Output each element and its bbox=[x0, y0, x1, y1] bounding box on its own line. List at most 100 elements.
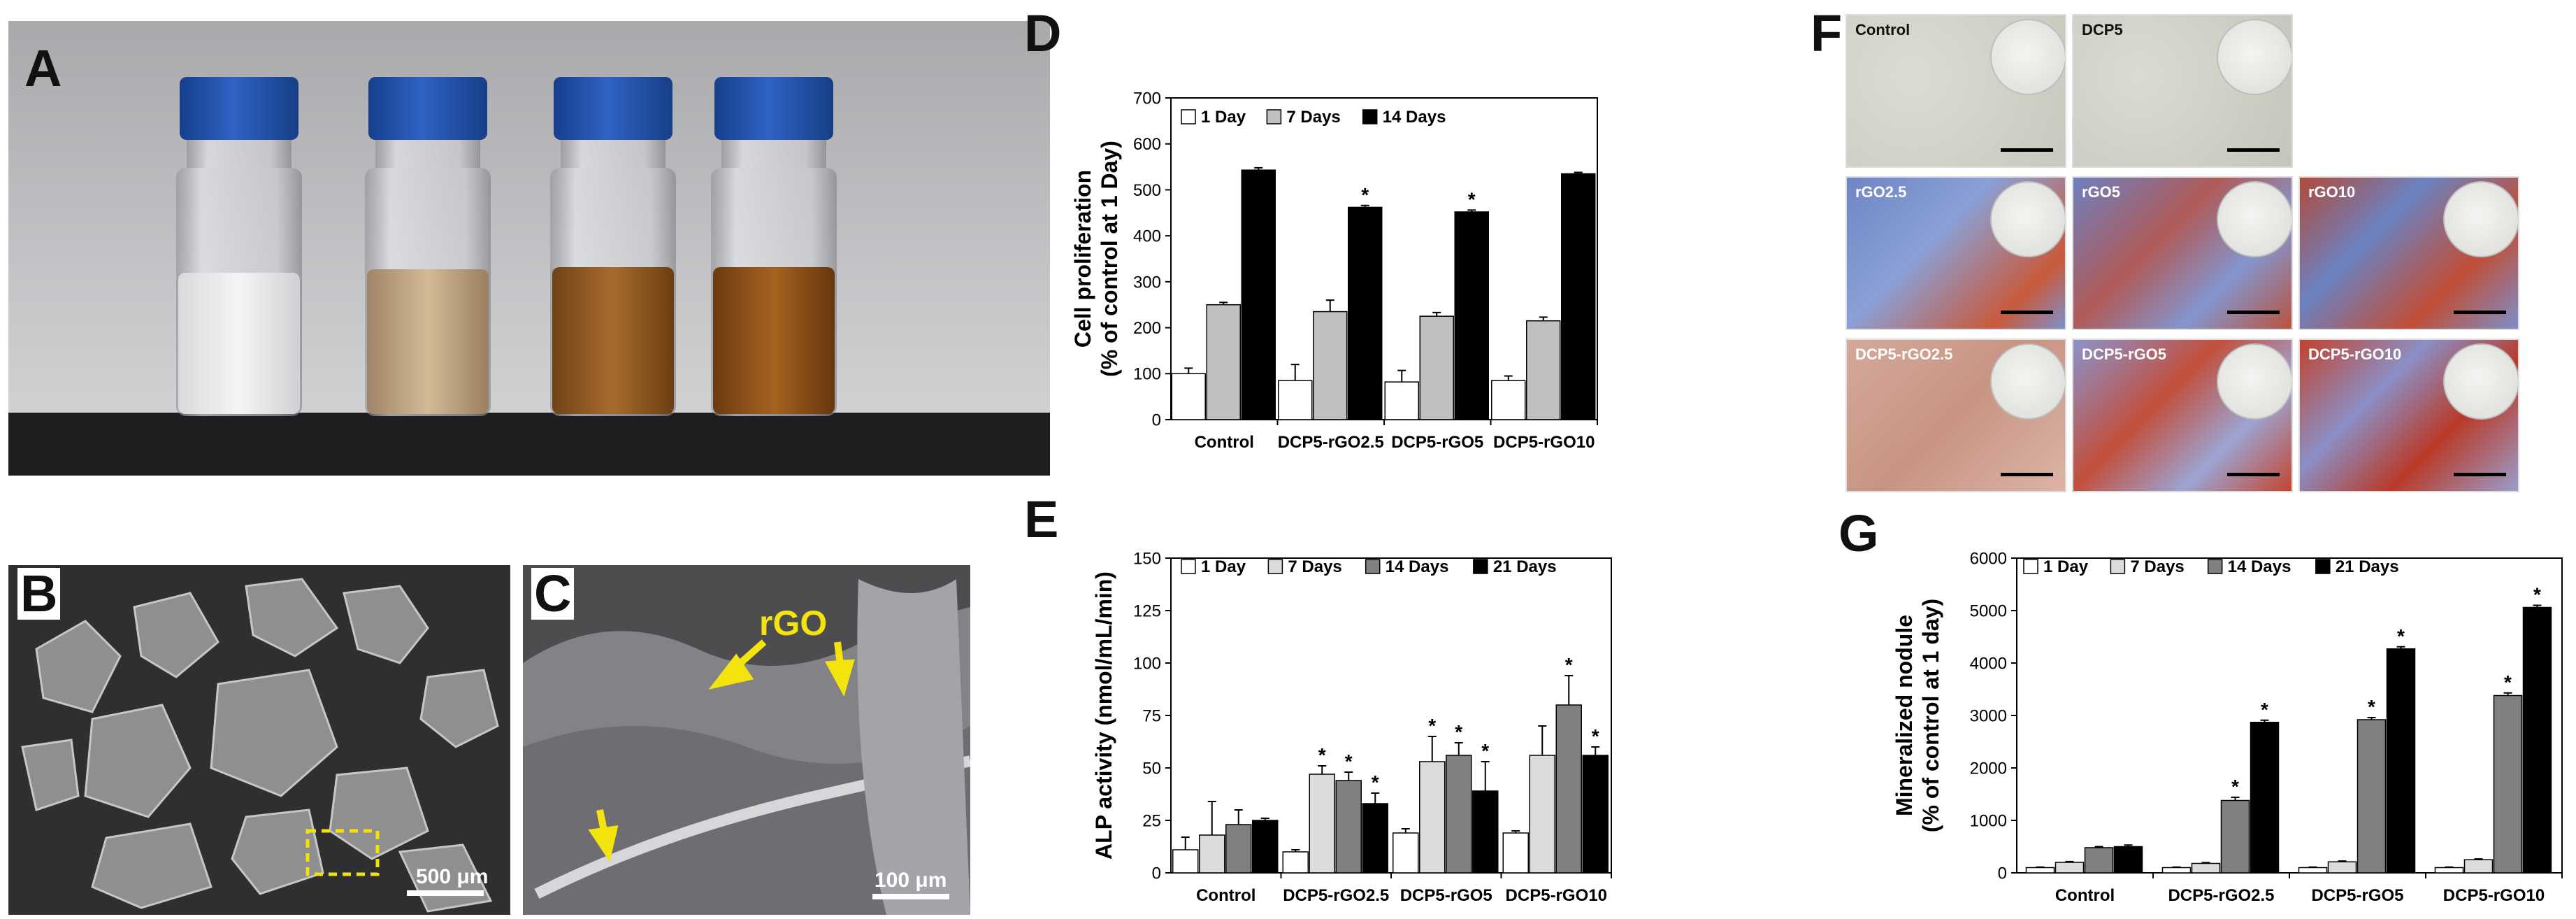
y-tick-label: 0 bbox=[1998, 864, 2007, 883]
y-tick-label: 150 bbox=[1133, 549, 1161, 568]
legend-label: 1 Day bbox=[1201, 557, 1246, 576]
panel-letter-d: D bbox=[1024, 4, 1062, 62]
culture-dish-inset bbox=[2217, 19, 2291, 95]
plot-frame bbox=[2016, 557, 2563, 874]
bar bbox=[2386, 648, 2416, 874]
x-tick-label: DCP5-rGO2.5 bbox=[1278, 433, 1384, 452]
significance-marker: * bbox=[1318, 744, 1326, 766]
y-tick-label: 100 bbox=[1133, 654, 1161, 673]
scale-bar bbox=[2227, 473, 2280, 476]
bar bbox=[2434, 867, 2464, 874]
scale-bar bbox=[2001, 311, 2053, 314]
significance-marker: * bbox=[2261, 699, 2268, 720]
bar bbox=[1282, 851, 1309, 874]
legend-swatch bbox=[2207, 559, 2223, 574]
culture-dish-inset bbox=[2443, 181, 2518, 257]
legend-label: 7 Days bbox=[1288, 557, 1341, 576]
bar bbox=[1472, 790, 1499, 874]
panel-letter-b: B bbox=[17, 568, 61, 620]
microscopy-tile: rGO5 bbox=[2072, 176, 2293, 330]
bar bbox=[1252, 820, 1279, 874]
y-tick-label: 200 bbox=[1133, 319, 1161, 338]
y-axis-label: Cell proliferation bbox=[1070, 170, 1095, 348]
vial-4 bbox=[711, 77, 837, 416]
bar bbox=[1502, 832, 1529, 874]
chart-d: Cell proliferation (% of control at 1 Day… bbox=[1070, 89, 1598, 452]
bar bbox=[1309, 774, 1335, 874]
scale-label-c: 100 μm bbox=[875, 869, 947, 892]
bar bbox=[1555, 704, 1582, 874]
microscopy-label: DCP5-rGO10 bbox=[2308, 345, 2402, 363]
significance-marker: * bbox=[1565, 654, 1573, 676]
microscopy-label: Control bbox=[1855, 21, 1911, 38]
chart-g: Mineralized nodule (% of control at 1 day… bbox=[1892, 549, 2563, 905]
y-tick-label: 300 bbox=[1133, 273, 1161, 292]
rgo-label: rGO bbox=[759, 604, 827, 643]
bar bbox=[2113, 846, 2143, 874]
bar bbox=[1393, 832, 1419, 874]
bar bbox=[1384, 381, 1419, 420]
bar bbox=[2493, 694, 2523, 874]
vial-3 bbox=[550, 77, 676, 416]
vials-illustration bbox=[8, 21, 1050, 476]
sem-particles-illustration: 500 μm bbox=[8, 565, 510, 915]
y-tick-label: 2000 bbox=[1970, 759, 2007, 778]
microscopy-tile: DCP5-rGO10 bbox=[2298, 339, 2519, 492]
y-tick-label: 700 bbox=[1133, 89, 1161, 108]
y-tick-label: 400 bbox=[1133, 227, 1161, 246]
microscopy-tile: rGO2.5 bbox=[1845, 176, 2066, 330]
x-tick-label: DCP5-rGO5 bbox=[1400, 886, 1492, 905]
y-tick-label: 125 bbox=[1133, 601, 1161, 620]
significance-marker: * bbox=[2533, 584, 2541, 606]
y-tick-label: 5000 bbox=[1970, 601, 2007, 620]
scale-bar bbox=[2001, 148, 2053, 152]
y-tick-label: 3000 bbox=[1970, 706, 2007, 725]
legend-swatch bbox=[1365, 559, 1381, 574]
legend-label: 21 Days bbox=[2336, 557, 2399, 576]
microscopy-label: rGO10 bbox=[2308, 183, 2356, 201]
significance-marker: * bbox=[1428, 715, 1436, 736]
scale-bar bbox=[2454, 473, 2506, 476]
microscopy-tile: DCP5-rGO2.5 bbox=[1845, 339, 2066, 492]
legend-label: 7 Days bbox=[2130, 557, 2184, 576]
bar bbox=[1335, 780, 1362, 874]
bar bbox=[1313, 311, 1348, 420]
y-tick-label: 75 bbox=[1142, 706, 1161, 725]
x-tick-label: DCP5-rGO2.5 bbox=[1283, 886, 1389, 905]
y-tick-label: 1000 bbox=[1970, 811, 2007, 830]
panel-letter-a: A bbox=[24, 39, 62, 97]
legend-swatch bbox=[1181, 109, 1196, 124]
scale-bar bbox=[2454, 311, 2506, 314]
y-tick-label: 600 bbox=[1133, 135, 1161, 154]
bar bbox=[1199, 834, 1225, 874]
significance-marker: * bbox=[1468, 188, 1476, 210]
y-tick-label: 100 bbox=[1133, 365, 1161, 384]
bar bbox=[1278, 380, 1313, 420]
bar bbox=[1225, 824, 1252, 874]
significance-marker: * bbox=[1345, 750, 1353, 772]
bar bbox=[1241, 169, 1276, 420]
bar bbox=[1526, 320, 1561, 420]
scale-bar bbox=[2227, 311, 2280, 314]
panel-letter-f: F bbox=[1811, 4, 1843, 62]
significance-marker: * bbox=[2368, 696, 2375, 718]
bar bbox=[1348, 206, 1383, 420]
culture-dish-inset bbox=[1990, 19, 2065, 95]
microscopy-tile: DCP5 bbox=[2072, 14, 2293, 168]
panel-letter-e: E bbox=[1024, 490, 1059, 548]
significance-marker: * bbox=[2231, 776, 2239, 797]
culture-dish-inset bbox=[2217, 181, 2291, 257]
legend-swatch bbox=[1473, 559, 1488, 574]
bar bbox=[1172, 849, 1199, 874]
legend-label: 14 Days bbox=[1383, 108, 1446, 127]
y-axis-label: (% of control at 1 day) bbox=[1918, 599, 1943, 832]
microscopy-label: rGO5 bbox=[2082, 183, 2121, 201]
x-tick-label: Control bbox=[1196, 886, 1255, 905]
vials-photo bbox=[8, 21, 1050, 476]
bar bbox=[1561, 173, 1596, 420]
scale-bar bbox=[2001, 473, 2053, 476]
microscopy-tile: DCP5-rGO5 bbox=[2072, 339, 2293, 492]
bar bbox=[2522, 606, 2552, 874]
bar bbox=[2191, 862, 2221, 874]
significance-marker: * bbox=[2397, 625, 2405, 647]
